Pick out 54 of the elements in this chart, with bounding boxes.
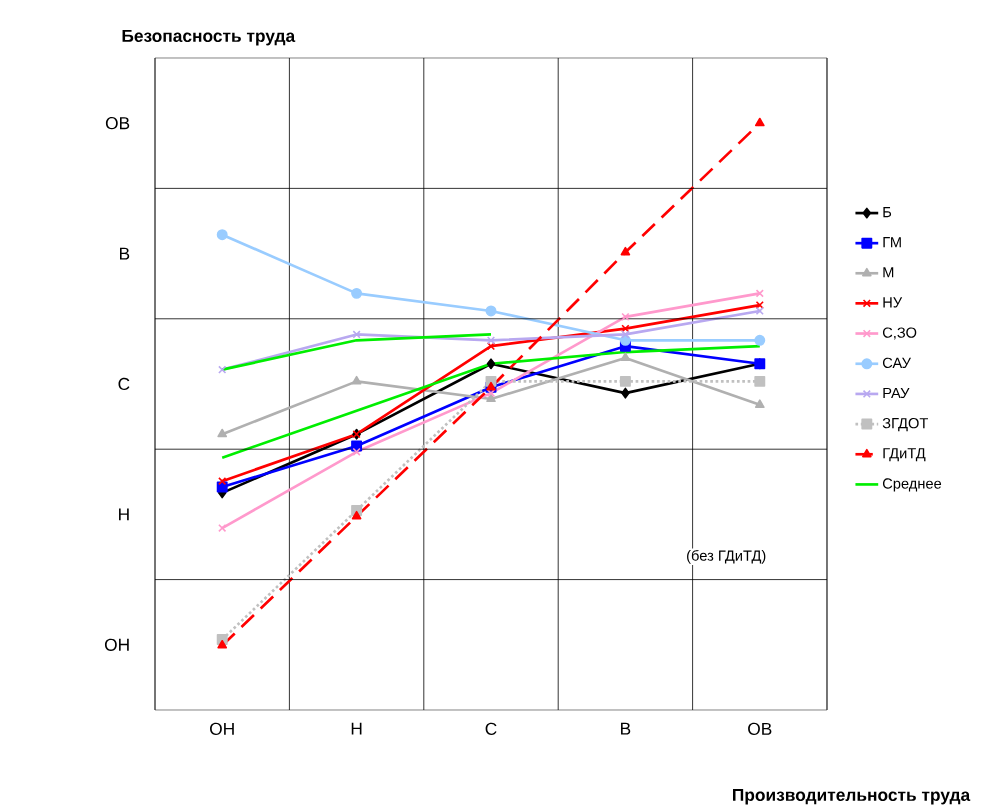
point — [351, 375, 362, 385]
point — [218, 365, 227, 374]
text: В — [120, 247, 130, 260]
point — [352, 447, 361, 456]
legend-label: Б — [883, 207, 892, 218]
point — [755, 301, 764, 310]
point — [351, 510, 362, 520]
point — [351, 287, 363, 299]
annotation: (без ГДиТД) — [687, 549, 766, 564]
point — [218, 523, 227, 533]
x-tick-label: ОВ — [748, 722, 772, 735]
legend-label: НУ — [883, 297, 903, 308]
point — [621, 312, 630, 321]
point — [621, 387, 630, 399]
legend-label: ЗГДОТ — [882, 417, 928, 432]
legend-label: ГМ — [883, 237, 901, 248]
point — [486, 393, 496, 403]
point — [755, 289, 764, 298]
point — [486, 342, 496, 351]
point — [352, 330, 361, 339]
point — [754, 375, 766, 387]
legend-label: Среднее — [882, 478, 942, 492]
text: ОВ — [105, 117, 130, 130]
point — [754, 334, 766, 346]
x-axis-title: Производительность труда — [733, 788, 971, 805]
point — [620, 352, 631, 362]
y-axis-title: Безопасность труда — [122, 29, 296, 46]
point — [216, 229, 228, 241]
point — [218, 477, 227, 486]
point — [755, 306, 764, 316]
x-tick-label: С — [485, 722, 497, 735]
text: С — [118, 377, 130, 391]
legend-label: ГДиТД — [883, 448, 926, 462]
point — [486, 336, 496, 345]
x-tick-label: ОН — [210, 722, 234, 735]
x-tick-label: В — [621, 722, 631, 735]
legend-label: САУ — [882, 357, 912, 369]
point — [621, 330, 630, 339]
point — [754, 117, 765, 127]
point — [485, 305, 497, 317]
legend-label: РАУ — [883, 387, 910, 399]
point — [754, 399, 765, 408]
point — [486, 389, 496, 398]
point — [621, 324, 630, 333]
legend-label: С,ЗО — [882, 327, 917, 340]
text: ОН — [104, 638, 129, 651]
legend-label: М — [883, 267, 894, 278]
point — [619, 375, 631, 387]
point — [217, 639, 228, 649]
text: Н — [119, 508, 129, 521]
x-tick-label: Н — [351, 722, 362, 735]
point — [486, 358, 496, 370]
point — [620, 246, 631, 256]
point — [217, 428, 228, 438]
